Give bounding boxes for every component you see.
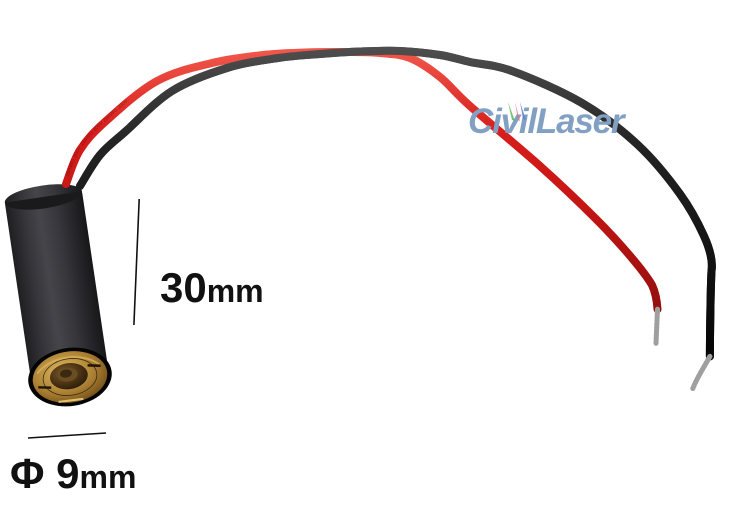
- svg-text:CivilLaser: CivilLaser: [468, 102, 627, 141]
